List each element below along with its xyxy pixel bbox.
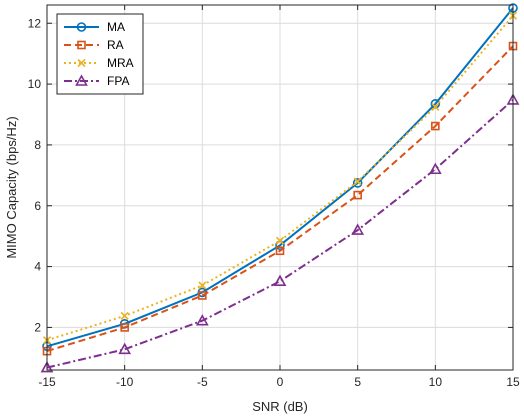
data-point-ra: [353, 190, 362, 200]
data-point-fpa: [40, 360, 54, 373]
x-tick-label: 10: [429, 375, 443, 389]
y-tick-label: 2: [34, 320, 41, 334]
data-point-fpa: [428, 162, 442, 175]
data-point-mra: [431, 102, 440, 111]
data-point-mra: [275, 236, 285, 245]
series-line-ra: [46, 45, 514, 353]
data-point-fpa: [351, 223, 365, 235]
data-point-ma: [352, 178, 363, 188]
legend-label-ma: MA: [107, 20, 125, 34]
legend-marker-fpa: [75, 74, 88, 86]
legend-item-mra: MRA: [64, 56, 134, 70]
y-axis-title: MIMO Capacity (bps/Hz): [4, 116, 19, 258]
x-tick-label: -15: [38, 375, 56, 389]
y-tick-label: 8: [34, 138, 41, 152]
legend-item-ra: RA: [64, 38, 124, 52]
data-point-fpa: [195, 314, 209, 326]
legend-marker-mra: [77, 58, 86, 68]
y-tick-label: 10: [28, 77, 42, 91]
legend-item-ma: MA: [64, 20, 125, 34]
data-point-ra: [275, 246, 285, 256]
x-axis-title: SNR (dB): [252, 399, 308, 414]
x-tick-label: -5: [197, 375, 208, 389]
legend-marker-ma: [76, 22, 87, 32]
x-tick-label: -10: [116, 375, 134, 389]
legend-label-mra: MRA: [107, 56, 134, 70]
legend: MA RA MRA FPA: [56, 13, 144, 95]
data-point-mra: [120, 311, 129, 320]
legend-item-fpa: FPA: [64, 74, 129, 88]
data-point-ra: [198, 291, 207, 300]
y-tick-label: 6: [34, 199, 41, 213]
y-tick-label: 4: [34, 260, 41, 274]
legend-marker-ra: [77, 40, 86, 50]
y-tick-label: 12: [28, 16, 42, 30]
x-tick-label: 0: [277, 375, 284, 389]
data-point-fpa: [273, 274, 287, 286]
data-point-ra: [431, 121, 440, 131]
data-point-mra: [353, 177, 362, 186]
x-tick-label: 15: [506, 375, 520, 389]
data-point-mra: [198, 281, 207, 290]
legend-label-ra: RA: [107, 38, 124, 52]
x-tick-label: 5: [354, 375, 361, 389]
data-point-fpa: [118, 342, 132, 355]
legend-label-fpa: FPA: [107, 74, 129, 88]
data-point-ra: [120, 323, 129, 332]
